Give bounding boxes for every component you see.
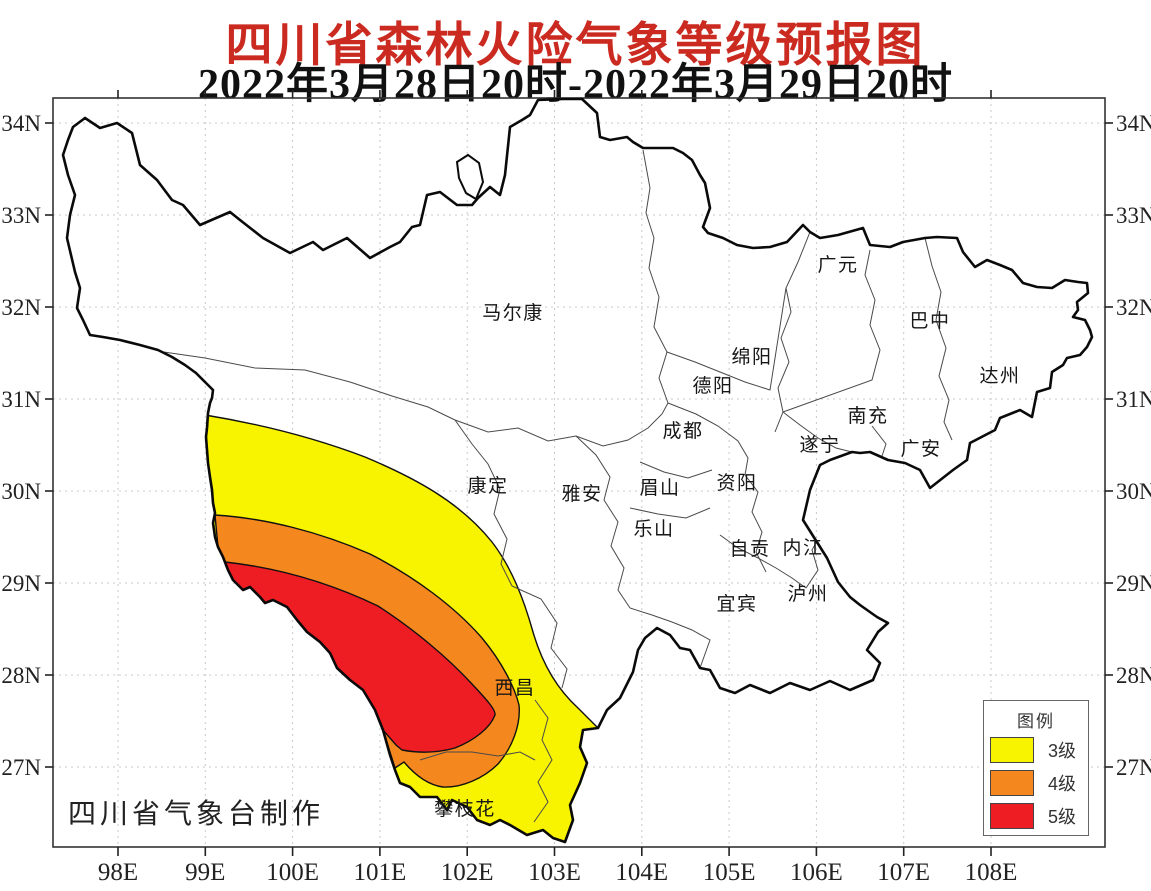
city-label: 西昌	[494, 678, 535, 699]
city-label: 自贡	[729, 538, 770, 560]
legend-box: 图例 3级 4级 5级	[983, 700, 1089, 836]
border-line	[667, 402, 749, 476]
lon-label: 105E	[703, 859, 756, 886]
lat-label: 30N	[1, 479, 41, 504]
border-line	[642, 149, 669, 404]
lat-label: 29N	[1116, 571, 1151, 596]
lon-label: 103E	[528, 859, 581, 886]
lat-label: 33N	[1, 203, 41, 228]
city-label: 眉山	[639, 477, 680, 499]
lon-label: 108E	[965, 859, 1018, 886]
lat-label: 34N	[1116, 111, 1151, 136]
border-line	[454, 402, 669, 447]
lat-label: 33N	[1116, 203, 1151, 228]
lat-label: 28N	[1116, 663, 1151, 688]
border-line	[511, 585, 568, 689]
province-outline	[61, 97, 1094, 844]
city-label: 宜宾	[716, 593, 757, 615]
city-label: 雅安	[561, 483, 602, 505]
city-label: 绵阳	[731, 346, 772, 368]
city-label: 康定	[467, 475, 508, 497]
border-line	[719, 534, 807, 589]
lon-label: 107E	[877, 859, 930, 886]
border-line	[744, 474, 767, 573]
lat-label: 27N	[1, 755, 41, 780]
lon-label: 99E	[185, 859, 225, 886]
city-label: 广元	[817, 254, 858, 276]
lon-label: 100E	[266, 859, 319, 886]
lat-label: 29N	[1, 571, 41, 596]
page-title: 四川省森林火险气象等级预报图	[225, 20, 926, 72]
border-line	[419, 699, 553, 823]
lon-label: 101E	[354, 859, 407, 886]
legend-row: 5级	[990, 800, 1088, 831]
lon-label: 104E	[615, 859, 668, 886]
legend-swatch	[990, 736, 1034, 763]
city-label: 巴中	[909, 310, 950, 332]
lon-label: 102E	[441, 859, 494, 886]
lon-label: 98E	[98, 859, 138, 886]
legend-swatch	[990, 769, 1034, 796]
city-label: 资阳	[716, 472, 757, 494]
lat-label: 32N	[1116, 295, 1151, 320]
city-label: 遂宁	[799, 434, 840, 456]
border-line	[575, 435, 631, 609]
fire-danger-zones	[204, 414, 600, 842]
city-label: 马尔康	[482, 302, 544, 324]
border-line	[94, 337, 456, 421]
lat-label: 27N	[1116, 755, 1151, 780]
axis-labels: 98E 99E 100E 101E 102E 103E 104E 105E 106E 107E 10…	[1, 90, 1151, 886]
border-line	[774, 231, 811, 433]
border-line	[924, 237, 953, 441]
city-label: 南充	[847, 405, 888, 427]
city-label: 成都	[662, 420, 703, 442]
lat-label: 31N	[1116, 387, 1151, 412]
legend-row: 4级	[990, 767, 1088, 798]
legend-label: 5级	[1048, 806, 1077, 827]
city-label: 德阳	[692, 375, 733, 397]
border-line	[666, 287, 787, 391]
border-line	[629, 461, 713, 519]
city-label: 泸州	[787, 583, 828, 605]
page-subtitle: 2022年3月28日20时-2022年3月29日20时	[198, 62, 953, 108]
city-label: 内江	[782, 537, 823, 559]
lat-label: 34N	[1, 111, 41, 136]
lat-label: 31N	[1, 387, 41, 412]
enclave-sliver	[455, 153, 485, 201]
lat-label: 28N	[1, 663, 41, 688]
city-label: 乐山	[633, 518, 674, 540]
producer-caption: 四川省气象台制作	[68, 799, 325, 830]
border-line	[782, 249, 881, 413]
legend-rows: 3级 4级 5级	[984, 734, 1088, 831]
legend-row: 3级	[990, 734, 1088, 765]
legend-swatch	[990, 802, 1034, 829]
legend-title: 图例	[1017, 712, 1055, 731]
lat-label: 30N	[1116, 479, 1151, 504]
border-line	[454, 419, 513, 587]
city-label: 攀枝花	[434, 798, 496, 820]
legend-label: 4级	[1048, 773, 1077, 794]
city-label: 广安	[900, 438, 941, 460]
legend-label: 3级	[1048, 740, 1077, 761]
border-line	[629, 607, 711, 669]
lon-label: 106E	[790, 859, 843, 886]
lat-label: 32N	[1, 295, 41, 320]
city-label: 达州	[979, 365, 1020, 387]
